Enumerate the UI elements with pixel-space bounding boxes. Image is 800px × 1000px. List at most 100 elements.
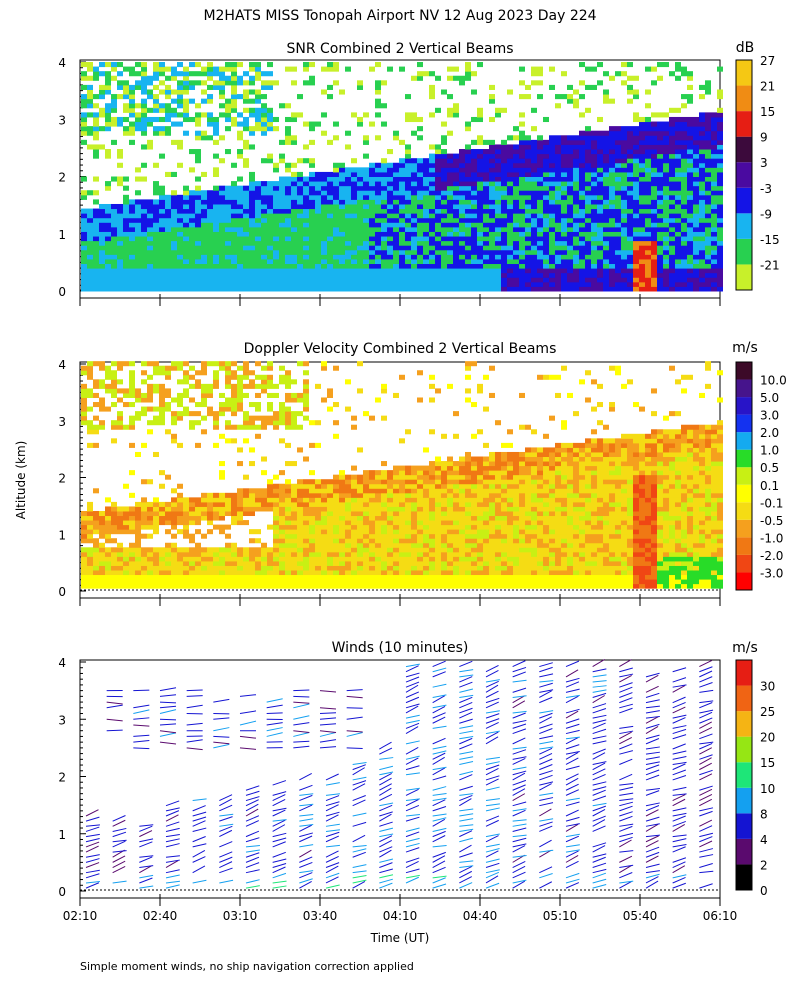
snr-cell [381,217,387,223]
snr-cell [423,245,429,251]
doppler-cell [261,379,267,385]
snr-cell [417,135,423,141]
snr-cell [297,245,303,251]
doppler-cell [87,524,93,530]
doppler-cell [141,579,147,585]
snr-cell [699,139,705,145]
snr-cell [441,254,447,260]
snr-cell [363,231,369,237]
snr-cell [585,171,591,177]
snr-cell [681,94,687,100]
snr-cell [465,263,471,269]
snr-cell [501,190,507,196]
snr-cell [285,240,291,246]
snr-cell [477,181,483,187]
snr-cell [261,84,267,90]
snr-cell [411,176,417,182]
snr-cell [483,176,489,182]
snr-cell [237,272,243,278]
snr-cell [285,254,291,260]
snr-cell [375,240,381,246]
snr-cell [147,231,153,237]
snr-cell [207,231,213,237]
snr-cell [669,203,675,210]
snr-cell [429,286,435,292]
doppler-cell [165,515,171,521]
snr-cell [717,222,723,228]
snr-cell [105,258,111,265]
snr-cell [699,130,705,136]
snr-cell [249,222,255,228]
snr-cell [603,226,609,232]
doppler-cell [303,529,309,535]
snr-cell [447,185,453,191]
doppler-cell [183,520,189,526]
doppler-cell [261,506,267,512]
snr-cell [645,176,651,182]
snr-cell [231,213,237,219]
doppler-cell [105,515,111,521]
snr-cell [501,149,507,155]
snr-cell [111,176,117,182]
snr-cell [621,281,627,287]
snr-cell [603,153,609,159]
snr-cell [675,130,681,136]
snr-cell [249,277,255,283]
doppler-cell [81,556,87,562]
snr-cell [555,167,561,173]
snr-cell [243,263,249,269]
snr-cell [711,249,717,255]
snr-cell [321,277,327,283]
snr-cell [351,217,357,223]
snr-cell [309,213,315,219]
snr-cell [555,162,561,168]
snr-cell [171,249,177,255]
snr-cell [291,199,297,205]
snr-cell [399,263,405,269]
snr-cell [339,258,345,265]
doppler-cell [183,506,189,512]
snr-cell [399,203,405,210]
doppler-cell [147,574,153,580]
snr-cell [711,112,717,118]
snr-cell [573,226,579,232]
snr-cell [399,268,405,274]
doppler-cell [297,501,303,507]
doppler-cell [213,374,219,380]
snr-cell [675,217,681,223]
doppler-cell [195,402,201,408]
snr-cell [183,112,189,118]
snr-cell [519,231,525,237]
snr-cell [519,236,525,242]
snr-cell [531,66,537,72]
snr-cell [441,263,447,269]
doppler-cell [285,524,291,530]
snr-cell [357,203,363,210]
snr-cell [645,89,651,95]
snr-cell [327,171,333,177]
snr-cell [453,103,459,109]
doppler-cell [177,520,183,526]
snr-cell [711,231,717,237]
snr-cell [291,112,297,118]
snr-cell [87,258,93,265]
snr-cell [651,258,657,265]
snr-cell [135,236,141,242]
snr-cell [213,130,219,136]
snr-cell [225,268,231,274]
doppler-cell [243,488,249,494]
snr-cell [291,240,297,246]
snr-cell [243,249,249,255]
doppler-cell [285,383,291,389]
snr-cell [657,258,663,265]
doppler-cell [189,515,195,521]
snr-cell [561,281,567,287]
snr-cell [183,236,189,242]
snr-cell [273,126,279,132]
snr-cell [489,231,495,237]
doppler-cell [117,424,123,430]
snr-cell [369,286,375,292]
snr-cell [531,277,537,283]
doppler-cell [237,547,243,553]
